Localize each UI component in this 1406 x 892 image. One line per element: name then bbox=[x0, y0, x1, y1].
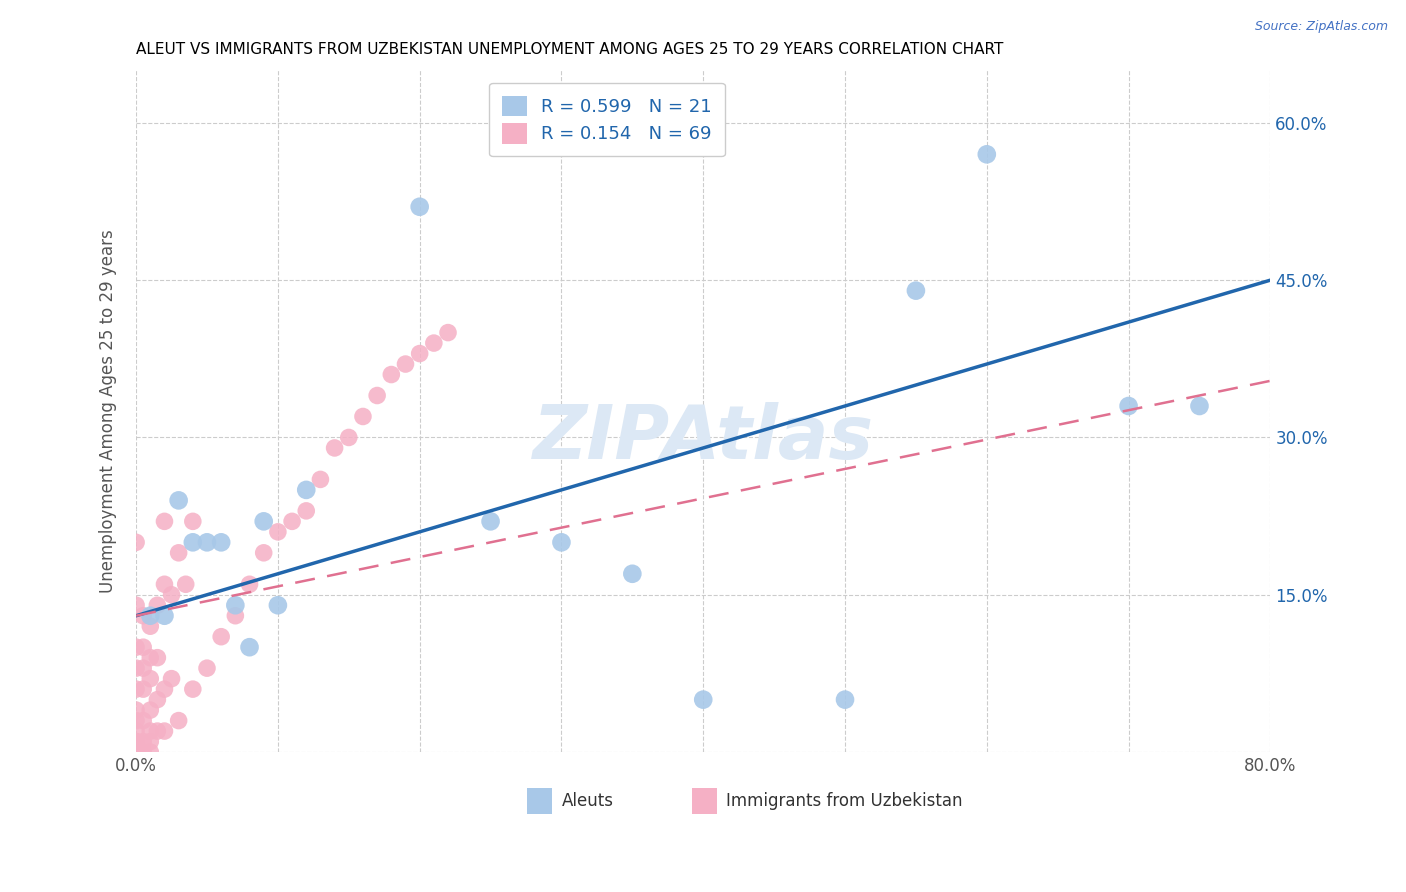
Point bbox=[125, 745, 148, 759]
Point bbox=[281, 514, 304, 528]
Text: Aleuts: Aleuts bbox=[561, 792, 613, 810]
Point bbox=[132, 608, 155, 623]
Point bbox=[167, 546, 190, 560]
FancyBboxPatch shape bbox=[527, 789, 553, 814]
Point bbox=[125, 703, 148, 717]
Point bbox=[323, 441, 346, 455]
Point bbox=[125, 714, 148, 728]
Point bbox=[238, 577, 260, 591]
Text: Source: ZipAtlas.com: Source: ZipAtlas.com bbox=[1254, 20, 1388, 33]
Point bbox=[295, 504, 318, 518]
Point bbox=[153, 682, 176, 697]
Point bbox=[550, 535, 572, 549]
Point bbox=[139, 672, 162, 686]
Point bbox=[125, 535, 148, 549]
Point bbox=[423, 336, 446, 351]
Point bbox=[146, 599, 169, 613]
Point bbox=[167, 493, 190, 508]
Point bbox=[366, 388, 388, 402]
Point bbox=[146, 692, 169, 706]
Point bbox=[125, 734, 148, 748]
Point bbox=[976, 147, 998, 161]
Point bbox=[181, 514, 204, 528]
Point bbox=[394, 357, 416, 371]
Point bbox=[160, 588, 183, 602]
Point bbox=[253, 546, 276, 560]
Point bbox=[1188, 399, 1211, 413]
Point bbox=[153, 608, 176, 623]
Point bbox=[352, 409, 374, 424]
Point bbox=[125, 682, 148, 697]
Point bbox=[408, 346, 430, 360]
Point bbox=[132, 682, 155, 697]
Point bbox=[692, 692, 714, 706]
Point bbox=[146, 724, 169, 739]
Point bbox=[309, 472, 332, 486]
Point bbox=[125, 745, 148, 759]
Point bbox=[125, 661, 148, 675]
Point bbox=[195, 535, 218, 549]
Point bbox=[139, 650, 162, 665]
Point bbox=[132, 714, 155, 728]
Point bbox=[132, 734, 155, 748]
Point bbox=[146, 650, 169, 665]
Point bbox=[139, 703, 162, 717]
Point bbox=[132, 661, 155, 675]
Point bbox=[408, 200, 430, 214]
Point bbox=[479, 514, 502, 528]
Point bbox=[139, 745, 162, 759]
Point bbox=[904, 284, 927, 298]
Y-axis label: Unemployment Among Ages 25 to 29 years: Unemployment Among Ages 25 to 29 years bbox=[100, 229, 117, 593]
Point bbox=[132, 640, 155, 655]
Point bbox=[267, 524, 290, 539]
Point bbox=[174, 577, 197, 591]
Text: ALEUT VS IMMIGRANTS FROM UZBEKISTAN UNEMPLOYMENT AMONG AGES 25 TO 29 YEARS CORRE: ALEUT VS IMMIGRANTS FROM UZBEKISTAN UNEM… bbox=[136, 42, 1004, 57]
Point bbox=[125, 734, 148, 748]
Point bbox=[209, 630, 232, 644]
Point bbox=[125, 724, 148, 739]
Legend: R = 0.599   N = 21, R = 0.154   N = 69: R = 0.599 N = 21, R = 0.154 N = 69 bbox=[489, 83, 724, 156]
Point bbox=[132, 745, 155, 759]
Text: ZIPAtlas: ZIPAtlas bbox=[533, 402, 873, 475]
Point bbox=[181, 682, 204, 697]
Point bbox=[160, 672, 183, 686]
Point bbox=[181, 535, 204, 549]
Point bbox=[337, 430, 360, 444]
Point bbox=[380, 368, 402, 382]
FancyBboxPatch shape bbox=[692, 789, 717, 814]
Point bbox=[1118, 399, 1140, 413]
Point bbox=[125, 745, 148, 759]
Point bbox=[224, 599, 246, 613]
Point bbox=[125, 640, 148, 655]
Point bbox=[139, 734, 162, 748]
Point bbox=[139, 619, 162, 633]
Point bbox=[167, 714, 190, 728]
Point bbox=[153, 514, 176, 528]
Point bbox=[224, 608, 246, 623]
Text: Immigrants from Uzbekistan: Immigrants from Uzbekistan bbox=[725, 792, 963, 810]
Point bbox=[153, 724, 176, 739]
Point bbox=[238, 640, 260, 655]
Point bbox=[125, 599, 148, 613]
Point bbox=[139, 608, 162, 623]
Point bbox=[209, 535, 232, 549]
Point bbox=[295, 483, 318, 497]
Point bbox=[621, 566, 644, 581]
Point bbox=[153, 577, 176, 591]
Point bbox=[195, 661, 218, 675]
Point bbox=[267, 599, 290, 613]
Point bbox=[139, 724, 162, 739]
Point bbox=[253, 514, 276, 528]
Point bbox=[437, 326, 460, 340]
Point bbox=[834, 692, 856, 706]
